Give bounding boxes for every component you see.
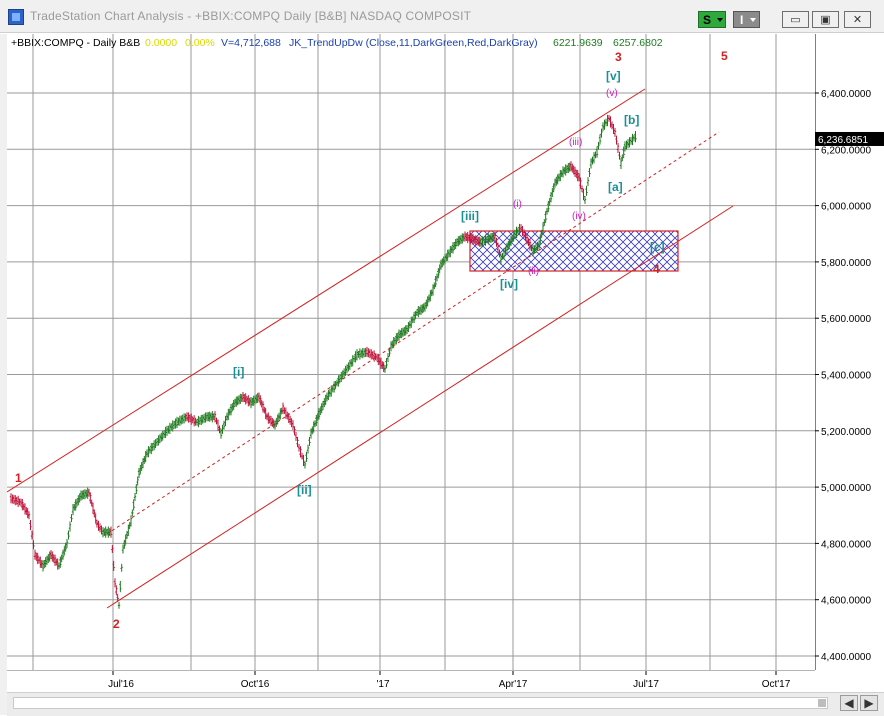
scroll-thumb[interactable] — [818, 699, 826, 707]
grid-lines — [7, 34, 815, 670]
scroll-right-button[interactable]: ▶ — [860, 695, 878, 711]
price-tick-label: 4,400.0000 — [821, 652, 871, 663]
time-tick-label: Jul'17 — [633, 679, 659, 690]
time-tick-label: Oct'16 — [241, 679, 270, 690]
red-wave-label: 2 — [113, 617, 120, 631]
price-tick-label: 5,000.0000 — [821, 483, 871, 494]
teal-wave-label: [i] — [233, 365, 244, 379]
chart-plot-area[interactable]: 1 2 3 4 5 [i] [ii] [iii] [iv] [v] [a] [b] [c] (i) (ii)… — [6, 34, 815, 670]
price-tick-label: 5,400.0000 — [821, 371, 871, 382]
close-icon: ✕ — [852, 14, 863, 26]
time-tick-label: '17 — [376, 679, 389, 690]
app-icon — [8, 9, 24, 25]
teal-wave-label: [b] — [624, 113, 639, 127]
teal-wave-label: [a] — [608, 180, 623, 194]
price-axis-labels: 6,400.0000 6,200.0000 6,000.0000 5,800.0000… — [814, 34, 884, 670]
window-title: TradeStation Chart Analysis - +BBIX:COMP… — [30, 9, 472, 23]
scroll-right-icon: ▶ — [864, 696, 874, 710]
magenta-wave-label: (i) — [513, 199, 522, 210]
volume-label: V=4,712,688 — [221, 37, 281, 49]
magenta-wave-label: (v) — [606, 88, 618, 99]
teal-wave-label: [iii] — [461, 209, 479, 223]
indicator-button-label: I — [740, 12, 744, 27]
minimize-icon: ▭ — [790, 14, 801, 26]
maximize-button[interactable]: ▣ — [812, 11, 839, 28]
price-tick-label: 6,000.0000 — [821, 202, 871, 213]
time-tick-label: Oct'17 — [762, 679, 791, 690]
magenta-wave-label: (iv) — [572, 211, 586, 222]
title-bar[interactable]: TradeStation Chart Analysis - +BBIX:COMP… — [0, 0, 884, 33]
price-tick-label: 4,800.0000 — [821, 539, 871, 550]
red-wave-label: 1 — [15, 471, 22, 485]
price-tick-label: 6,200.0000 — [821, 145, 871, 156]
price-chart[interactable]: 1 2 3 4 5 [i] [ii] [iii] [iv] [v] [a] [b] [c] (i) (ii)… — [6, 34, 815, 670]
price-bars — [9, 114, 637, 609]
price-tick-label: 5,800.0000 — [821, 258, 871, 269]
minimize-button[interactable]: ▭ — [782, 11, 809, 28]
indicator-value-2: 6257.6802 — [613, 37, 663, 49]
price-tick-label: 4,600.0000 — [821, 596, 871, 607]
indicator-button[interactable]: I — [733, 11, 760, 28]
indicator-value-1: 6221.9639 — [553, 37, 603, 49]
indicator-label: JK_TrendUpDw (Close,11,DarkGreen,Red,Dar… — [289, 37, 538, 49]
header-value-1: 0.0000 — [145, 37, 177, 49]
price-axis[interactable]: 6,400.0000 6,200.0000 6,000.0000 5,800.0000… — [814, 34, 884, 670]
price-tick-label: 6,400.0000 — [821, 89, 871, 100]
teal-wave-label: [v] — [606, 69, 621, 83]
time-tick-label: Jul'16 — [108, 679, 134, 690]
support-zone — [469, 230, 679, 272]
teal-wave-label: [iv] — [500, 277, 518, 291]
teal-wave-label: [c] — [650, 240, 665, 254]
magenta-wave-label: (ii) — [528, 266, 539, 277]
magenta-wave-label: (iii) — [569, 137, 582, 148]
time-axis-labels: Jul'16 Oct'16 '17 Apr'17 Jul'17 Oct'17 — [108, 671, 791, 690]
trend-channel — [6, 88, 734, 609]
time-tick-label: Apr'17 — [499, 679, 528, 690]
strategy-button[interactable]: S — [698, 11, 726, 28]
left-frame — [0, 34, 7, 715]
scroll-left-button[interactable]: ◀ — [840, 695, 858, 711]
price-tick-label: 5,600.0000 — [821, 314, 871, 325]
chevron-down-icon — [717, 18, 723, 22]
scroll-track[interactable] — [13, 697, 828, 709]
current-price-label: 6,236.6851 — [818, 135, 868, 146]
current-price-tag — [815, 131, 884, 146]
red-wave-label: 4 — [653, 262, 660, 276]
teal-wave-label: [ii] — [297, 483, 312, 497]
red-wave-label: 3 — [615, 50, 622, 64]
price-tick-label: 5,200.0000 — [821, 427, 871, 438]
header-value-2: 0.00% — [185, 37, 215, 49]
scroll-left-icon: ◀ — [844, 696, 854, 710]
close-button[interactable]: ✕ — [844, 11, 871, 28]
chevron-down-icon — [750, 18, 756, 22]
chart-header: +BBIX:COMPQ - Daily B&B 0.0000 0.00% V=4… — [11, 37, 663, 49]
horizontal-scrollbar[interactable]: ◀ ▶ — [7, 692, 884, 716]
wave-labels: 1 2 3 4 5 [i] [ii] [iii] [iv] [v] [a] [b] [c] (i) (ii)… — [15, 49, 728, 631]
symbol-label: +BBIX:COMPQ - Daily B&B — [11, 37, 140, 49]
strategy-button-label: S — [703, 12, 712, 27]
red-wave-label: 5 — [721, 49, 728, 63]
maximize-icon: ▣ — [820, 14, 831, 26]
time-axis[interactable]: Jul'16 Oct'16 '17 Apr'17 Jul'17 Oct'17 — [7, 670, 815, 693]
